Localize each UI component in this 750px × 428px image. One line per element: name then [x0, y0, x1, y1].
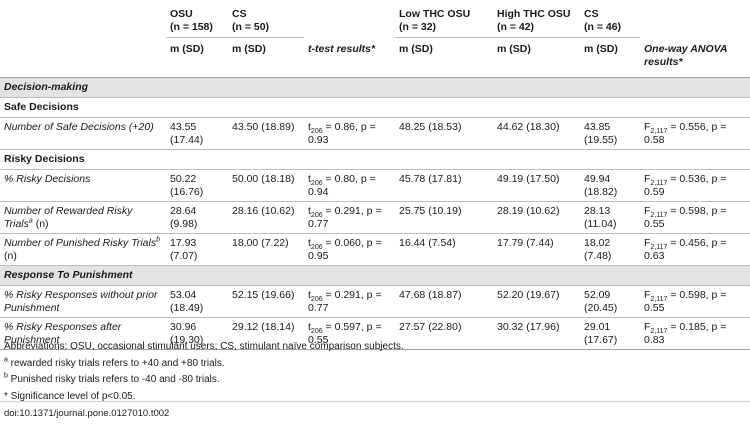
cell-high: 52.20 (19.67)	[493, 285, 580, 318]
cell-ttest: t206 = 0.291, p = 0.77	[304, 285, 395, 318]
stat-cs: m (SD)	[232, 43, 266, 55]
cell-ttest: t206 = 0.597, p = 0.55	[304, 317, 395, 350]
cell-high: 17.79 (7.44)	[493, 233, 580, 266]
header-empty-f	[640, 6, 750, 38]
cell-high: 44.62 (18.30)	[493, 117, 580, 150]
table-row: Number of Punished Risky Trialsb (n) 17.…	[0, 233, 750, 266]
header-osu: OSU (n = 158)	[166, 6, 228, 38]
stat-cs2: m (SD)	[584, 43, 618, 55]
cell-low: 25.75 (10.19)	[395, 201, 493, 234]
subsection-title: Risky Decisions	[0, 149, 750, 170]
cell-cs: 28.16 (10.62)	[228, 201, 304, 234]
header-group-row: OSU (n = 158) CS (n = 50) Low THC OSU (n = …	[0, 6, 750, 38]
header-empty	[0, 6, 166, 38]
cell-anova: F2,117 = 0.185, p = 0.83	[640, 317, 750, 350]
cell-cs2: 29.01 (17.67)	[580, 317, 640, 350]
table-notes: Abbreviations: OSU, occasional stimulant…	[4, 339, 404, 405]
cell-osu: 17.93 (7.07)	[166, 233, 228, 266]
subsection-risky: Risky Decisions	[0, 149, 750, 170]
stat-low: m (SD)	[399, 43, 433, 55]
section-decision-making: Decision-making	[0, 77, 750, 98]
cell-cs: 50.00 (18.18)	[228, 169, 304, 202]
row-label: % Risky Decisions	[0, 169, 166, 202]
cell-ttest: t206 = 0.80, p = 0.94	[304, 169, 395, 202]
header-cs2: CS (n = 46)	[580, 6, 640, 38]
stat-anova: One-way ANOVA results*	[644, 42, 728, 68]
cell-cs2: 49.94 (18.82)	[580, 169, 640, 202]
results-table: OSU (n = 158) CS (n = 50) Low THC OSU (n = …	[0, 6, 750, 350]
note-abbreviations: Abbreviations: OSU, occasional stimulant…	[4, 341, 404, 352]
section-response-to-punishment: Response To Punishment	[0, 265, 750, 286]
cell-cs2: 28.13 (11.04)	[580, 201, 640, 234]
cell-cs2: 18.02 (7.48)	[580, 233, 640, 266]
cell-cs: 43.50 (18.89)	[228, 117, 304, 150]
cell-cs2: 52.09 (20.45)	[580, 285, 640, 318]
section-title: Response To Punishment	[0, 265, 750, 286]
stat-osu: m (SD)	[170, 43, 204, 55]
cell-cs2: 43.85 (19.55)	[580, 117, 640, 150]
header-cs: CS (n = 50)	[228, 6, 304, 38]
doi-text: doi:10.1371/journal.pone.0127010.t002	[4, 408, 170, 419]
table-row: % Risky Responses without prior Punishme…	[0, 285, 750, 318]
subsection-title: Safe Decisions	[0, 97, 750, 118]
table-row: Number of Rewarded Risky Trialsa (n) 28.…	[0, 201, 750, 234]
section-title: Decision-making	[0, 77, 750, 98]
subsection-safe: Safe Decisions	[0, 97, 750, 118]
header-empty	[0, 38, 166, 78]
cell-high: 30.32 (17.96)	[493, 317, 580, 350]
cell-osu: 53.04 (18.49)	[166, 285, 228, 318]
cell-ttest: t206 = 0.060, p = 0.95	[304, 233, 395, 266]
cell-cs: 52.15 (19.66)	[228, 285, 304, 318]
cell-osu: 43.55 (17.44)	[166, 117, 228, 150]
cell-osu: 28.64 (9.98)	[166, 201, 228, 234]
table-row: Number of Safe Decisions (+20) 43.55 (17…	[0, 117, 750, 150]
cell-anova: F2,117 = 0.598, p = 0.55	[640, 201, 750, 234]
note-a: a rewarded risky trials refers to +40 an…	[4, 356, 225, 369]
divider	[0, 401, 750, 402]
row-label: Number of Rewarded Risky Trialsa (n)	[0, 201, 166, 234]
cell-high: 28.19 (10.62)	[493, 201, 580, 234]
cell-cs: 18.00 (7.22)	[228, 233, 304, 266]
cell-anova: F2,117 = 0.456, p = 0.63	[640, 233, 750, 266]
cell-high: 49.19 (17.50)	[493, 169, 580, 202]
note-b: b Punished risky trials refers to -40 an…	[4, 372, 220, 385]
stat-high: m (SD)	[497, 43, 531, 55]
row-label: Number of Punished Risky Trialsb (n)	[0, 233, 166, 266]
cell-low: 27.57 (22.80)	[395, 317, 493, 350]
cell-anova: F2,117 = 0.598, p = 0.55	[640, 285, 750, 318]
cell-anova: F2,117 = 0.536, p = 0.59	[640, 169, 750, 202]
cell-low: 47.68 (18.87)	[395, 285, 493, 318]
table-row: % Risky Responses after Punishment 30.96…	[0, 317, 750, 350]
header-high-thc: High THC OSU (n = 42)	[493, 6, 580, 38]
cell-osu: 50.22 (16.76)	[166, 169, 228, 202]
stat-ttest: t-test results*	[308, 42, 376, 55]
cell-low: 48.25 (18.53)	[395, 117, 493, 150]
cell-ttest: t206 = 0.291, p = 0.77	[304, 201, 395, 234]
header-empty-t	[304, 6, 395, 38]
note-significance: * Significance level of p<0.05.	[4, 390, 136, 402]
row-label: Number of Safe Decisions (+20)	[0, 117, 166, 150]
row-label: % Risky Responses after Punishment	[0, 317, 166, 350]
header-low-thc: Low THC OSU (n = 32)	[395, 6, 493, 38]
table-row: % Risky Decisions 50.22 (16.76) 50.00 (1…	[0, 169, 750, 202]
cell-low: 45.78 (17.81)	[395, 169, 493, 202]
row-label: % Risky Responses without prior Punishme…	[0, 285, 166, 318]
cell-ttest: t206 = 0.86, p = 0.93	[304, 117, 395, 150]
cell-low: 16.44 (7.54)	[395, 233, 493, 266]
cell-cs: 29.12 (18.14)	[228, 317, 304, 350]
header-stat-row: m (SD) m (SD) t-test results* m (SD) m (…	[0, 38, 750, 78]
cell-anova: F2,117 = 0.556, p = 0.58	[640, 117, 750, 150]
cell-osu: 30.96 (19.30)	[166, 317, 228, 350]
